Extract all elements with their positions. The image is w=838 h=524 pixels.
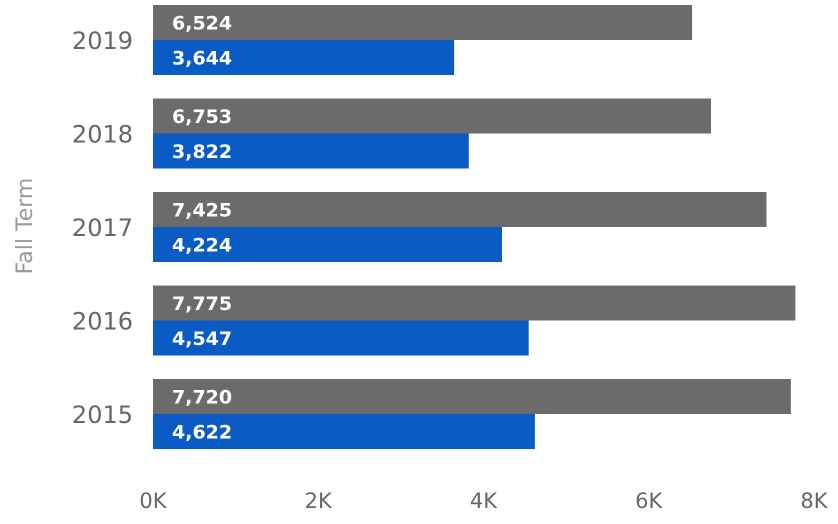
- data-label-2015-series-1: 7,720: [172, 387, 232, 409]
- x-tick-label-8K: 8K: [800, 489, 828, 513]
- data-label-2018-series-2: 3,822: [172, 141, 232, 163]
- data-label-2016-series-2: 4,547: [172, 328, 232, 350]
- x-axis-ticks: 0K 2K 4K 6K 8K: [139, 489, 828, 513]
- bar-2018-series-2: [153, 133, 469, 169]
- bar-2019-series-1: [153, 5, 693, 40]
- data-label-2016-series-1: 7,775: [172, 293, 232, 315]
- x-tick-label-4K: 4K: [470, 489, 498, 513]
- category-label-2019: 2019: [72, 27, 133, 55]
- category-label-2015: 2015: [72, 401, 133, 429]
- bar-2015-series-1: [153, 379, 791, 414]
- bar-2016-series-2: [153, 320, 529, 356]
- bar-2017-series-2: [153, 227, 503, 262]
- data-label-2019-series-1: 6,524: [172, 13, 232, 35]
- data-label-2018-series-1: 6,753: [172, 106, 232, 128]
- bar-2018-series-1: [153, 98, 711, 134]
- data-label-2017-series-2: 4,224: [172, 235, 232, 257]
- bar-2019-series-2: [153, 40, 455, 75]
- bar-2017-series-1: [153, 192, 767, 227]
- data-label-2015-series-2: 4,622: [172, 422, 232, 444]
- category-label-2018: 2018: [72, 121, 133, 149]
- category-label-2017: 2017: [72, 214, 133, 242]
- x-tick-label-2K: 2K: [305, 489, 333, 513]
- y-axis-label: Fall Term: [13, 178, 38, 275]
- data-label-2017-series-1: 7,425: [172, 200, 232, 222]
- category-labels: 2019 2018 2017 2016 2015: [72, 27, 133, 429]
- bars: 6,524 3,644 6,753 3,822 7,425 4,224 7,775 4,547…: [153, 5, 796, 449]
- data-label-2019-series-2: 3,644: [172, 48, 232, 70]
- x-tick-label-6K: 6K: [635, 489, 663, 513]
- category-label-2016: 2016: [72, 308, 133, 336]
- bar-2015-series-2: [153, 414, 535, 449]
- bar-2016-series-1: [153, 285, 796, 321]
- x-tick-label-0K: 0K: [139, 489, 167, 513]
